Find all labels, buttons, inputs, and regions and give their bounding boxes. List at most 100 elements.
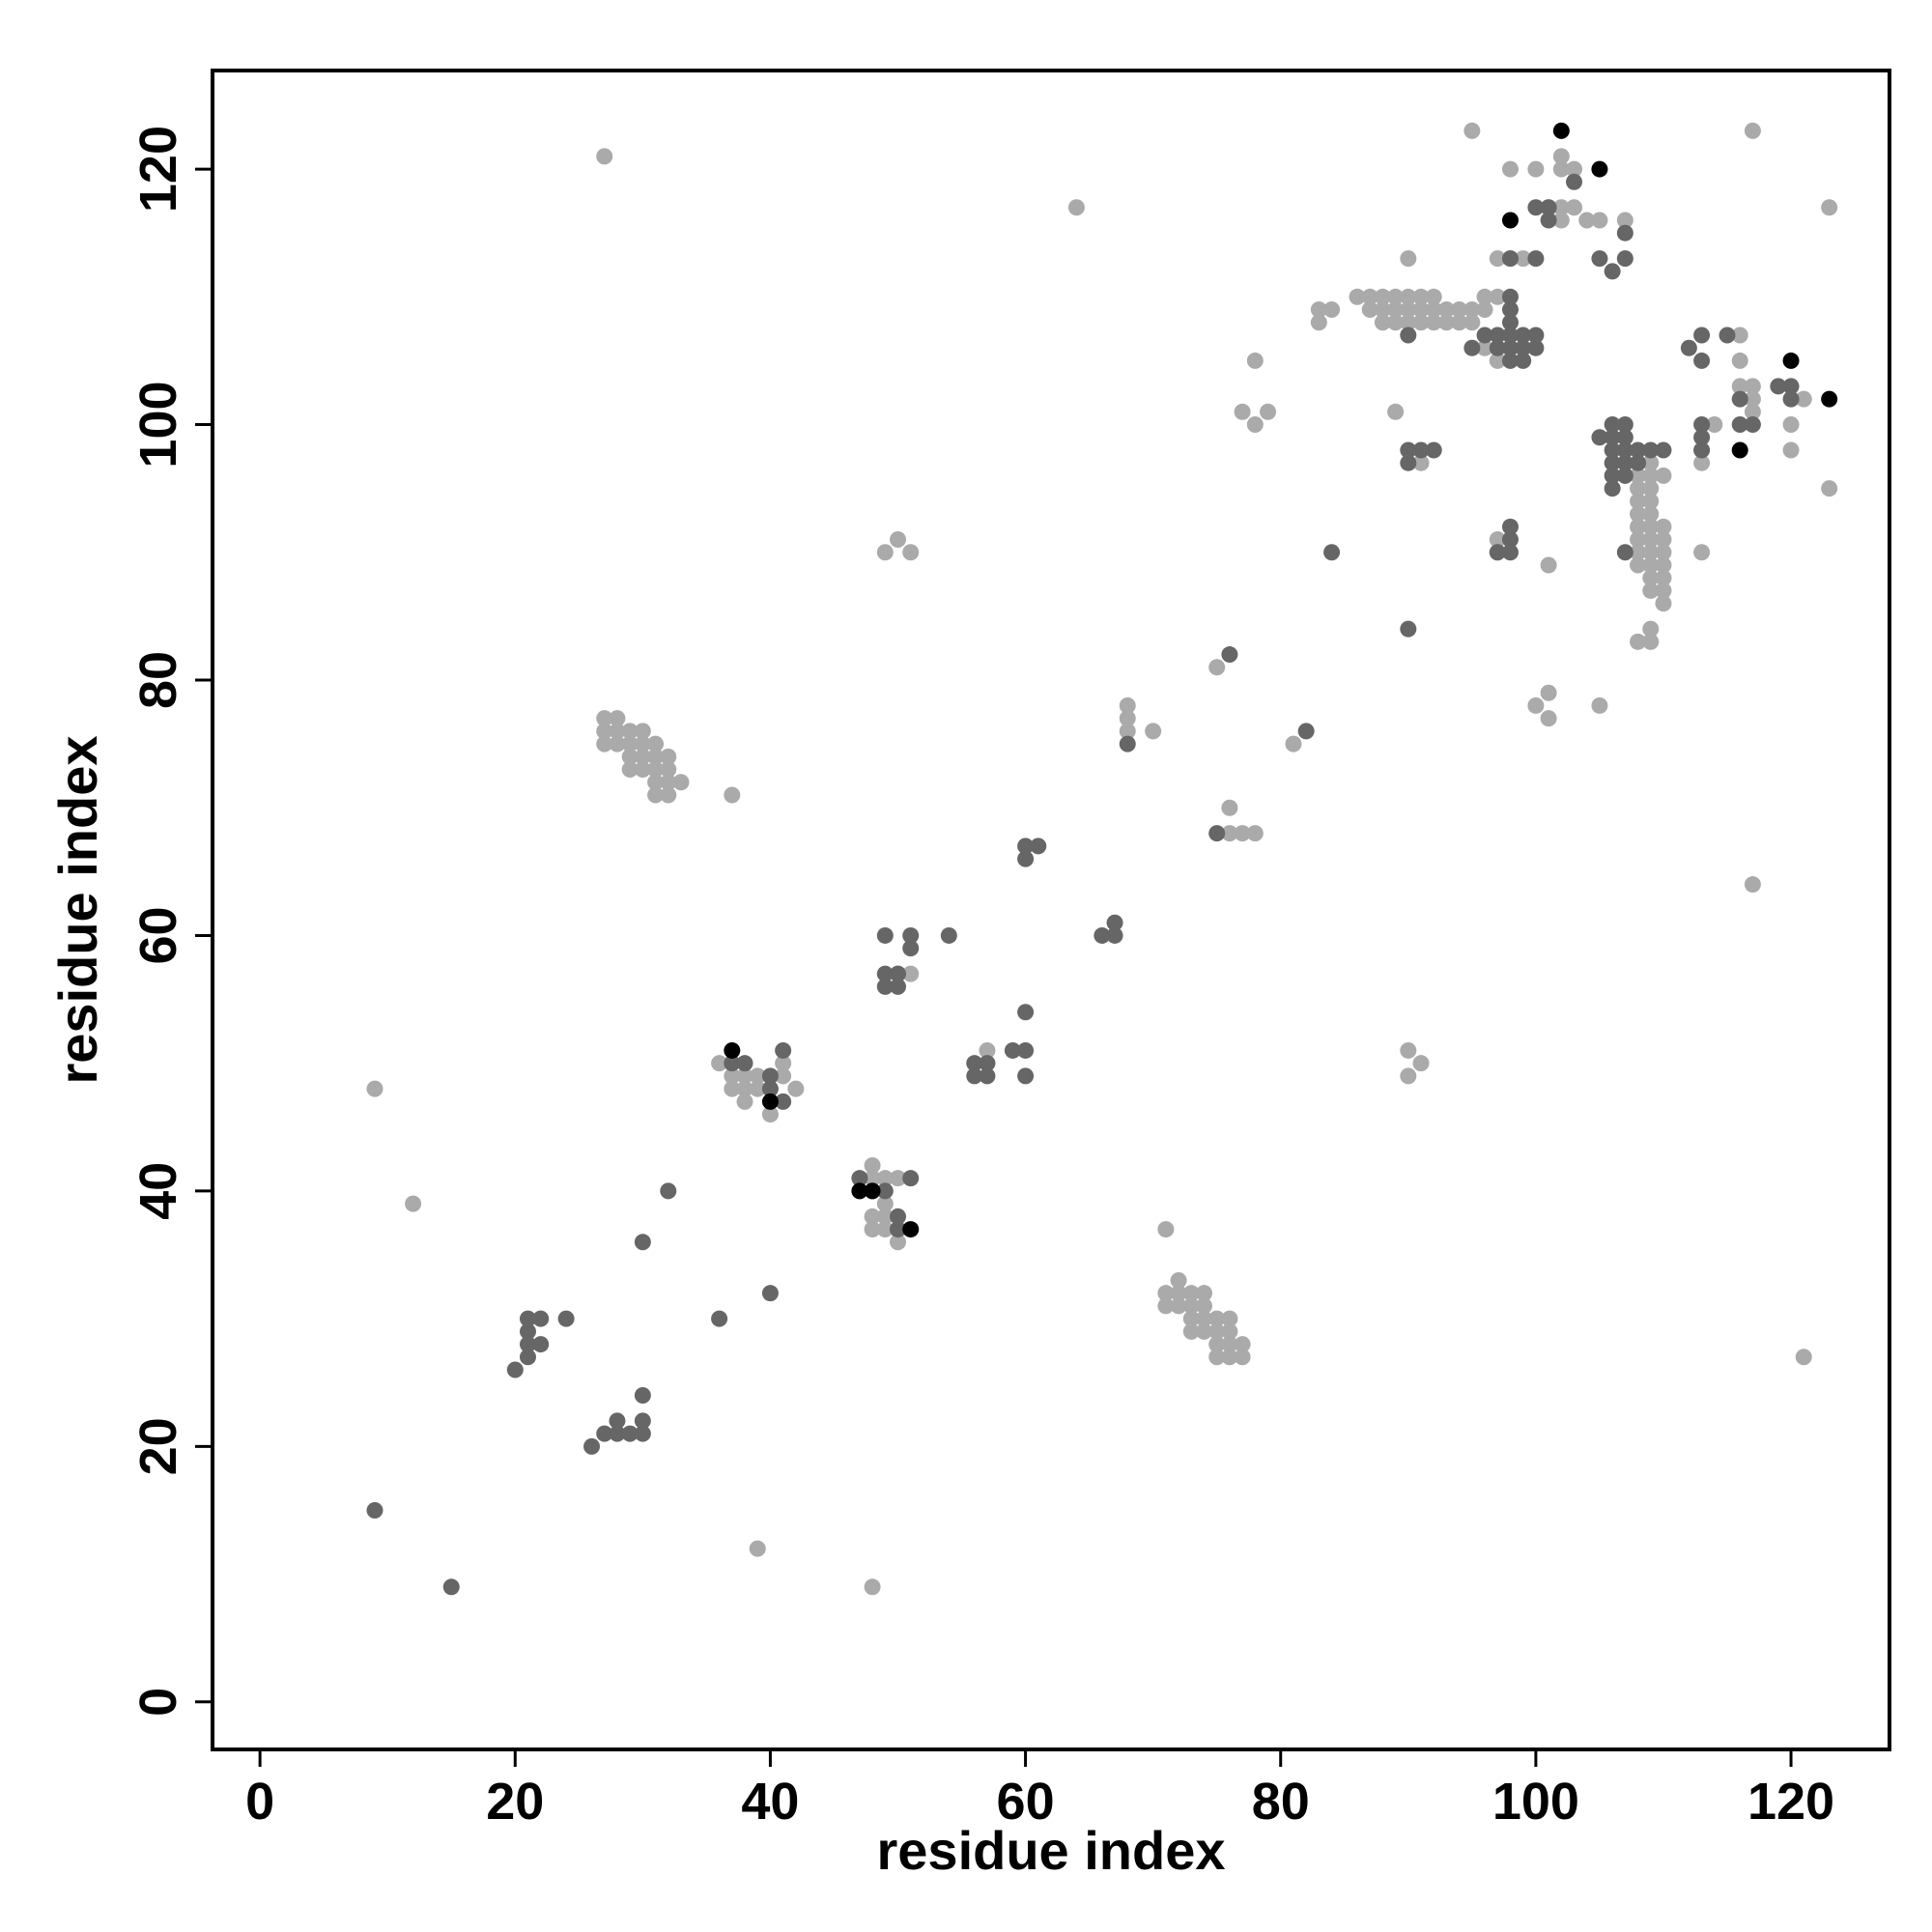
point — [1412, 301, 1430, 319]
point — [634, 735, 651, 753]
point — [1501, 544, 1519, 561]
point — [1387, 403, 1405, 420]
point — [851, 1170, 868, 1187]
point — [1157, 1285, 1175, 1302]
point — [1349, 288, 1366, 305]
x-tick-label: 0 — [245, 1773, 274, 1831]
point — [1310, 314, 1327, 331]
point — [736, 1067, 753, 1085]
point — [1630, 633, 1647, 650]
point — [890, 1221, 907, 1238]
point — [442, 1578, 460, 1596]
point — [1591, 160, 1608, 178]
point — [1182, 1322, 1200, 1340]
point — [1655, 569, 1672, 586]
point — [1489, 288, 1506, 305]
point — [1463, 122, 1481, 139]
point — [1540, 212, 1557, 229]
point — [749, 1067, 766, 1085]
point — [1145, 723, 1162, 740]
point — [660, 1182, 677, 1200]
point — [1552, 148, 1570, 165]
point — [902, 940, 920, 957]
point — [890, 1234, 907, 1251]
point — [1425, 314, 1442, 331]
point — [1782, 441, 1800, 459]
point — [876, 1195, 894, 1212]
point — [1400, 620, 1417, 638]
point — [519, 1310, 536, 1327]
point — [1604, 480, 1621, 497]
point — [1630, 467, 1647, 484]
point — [1642, 556, 1660, 574]
point — [876, 978, 894, 995]
point — [1501, 250, 1519, 268]
point — [609, 710, 626, 727]
point — [1195, 1297, 1212, 1315]
point — [647, 748, 665, 765]
point — [1246, 825, 1264, 842]
point — [1412, 288, 1430, 305]
point — [1604, 467, 1621, 484]
point — [1515, 250, 1532, 268]
y-tick-label: 40 — [129, 1162, 187, 1220]
point — [1221, 1322, 1238, 1340]
point — [1642, 544, 1660, 561]
point — [1540, 710, 1557, 727]
point — [1246, 416, 1264, 434]
point — [1234, 1349, 1251, 1366]
x-tick-label: 100 — [1492, 1773, 1579, 1831]
point — [1616, 250, 1634, 268]
x-tick-label: 60 — [997, 1773, 1055, 1831]
point — [1489, 250, 1506, 268]
point — [1412, 314, 1430, 331]
point — [1642, 633, 1660, 650]
point — [1821, 199, 1838, 216]
point — [1731, 390, 1748, 408]
point — [1642, 467, 1660, 484]
point — [1437, 314, 1455, 331]
point — [1234, 1336, 1251, 1353]
point — [1515, 327, 1532, 344]
point — [1540, 556, 1557, 574]
y-tick-label: 100 — [129, 381, 187, 468]
point — [1642, 531, 1660, 549]
point — [1591, 429, 1608, 446]
point — [1400, 1067, 1417, 1085]
point — [966, 1055, 983, 1072]
point — [724, 1080, 741, 1097]
x-axis-title: residue index — [876, 1820, 1225, 1881]
point — [890, 531, 907, 549]
point — [761, 1285, 779, 1302]
point — [1821, 480, 1838, 497]
point — [876, 926, 894, 944]
point — [1017, 1067, 1035, 1085]
point — [1004, 1041, 1021, 1059]
point — [1310, 301, 1327, 319]
point — [1642, 505, 1660, 523]
point — [736, 1093, 753, 1110]
point — [1655, 582, 1672, 599]
point — [864, 1182, 881, 1200]
point — [1412, 441, 1430, 459]
point — [557, 1310, 575, 1327]
point — [1425, 301, 1442, 319]
point — [596, 710, 613, 727]
point — [647, 735, 665, 753]
point — [1744, 122, 1761, 139]
point — [1437, 301, 1455, 319]
point — [1119, 710, 1136, 727]
point — [1476, 327, 1493, 344]
point — [1642, 582, 1660, 599]
point — [1425, 441, 1442, 459]
point — [1182, 1285, 1200, 1302]
point — [1285, 735, 1302, 753]
point — [609, 1412, 626, 1430]
point — [761, 1093, 779, 1110]
point — [1744, 876, 1761, 894]
point — [1208, 1322, 1226, 1340]
point — [634, 1234, 651, 1251]
point — [1208, 1349, 1226, 1366]
